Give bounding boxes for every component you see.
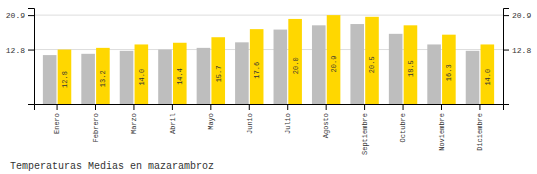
y-axis-line [28, 9, 35, 105]
y-tick-label: 20.9 [6, 11, 25, 20]
y-tick-line [28, 50, 34, 51]
data-label: 14.0 [138, 69, 146, 86]
bar [158, 50, 172, 104]
data-label: 15.7 [215, 66, 223, 83]
data-label: 14.4 [176, 68, 184, 85]
bar [211, 37, 225, 104]
data-label: 20.0 [292, 57, 300, 74]
x-tick-line [172, 104, 173, 110]
bar [481, 44, 495, 104]
data-label: 20.5 [368, 56, 376, 73]
y2-tick: 20.9 [503, 11, 531, 20]
x-tick-label: Noviembre [438, 113, 446, 151]
data-label: 13.2 [99, 70, 107, 87]
x-tick-line [95, 104, 96, 110]
x-tick-line [326, 104, 327, 110]
bar [442, 35, 456, 104]
bar [58, 50, 72, 104]
chart: 12.8 13.2 14.0 14.4 15.7 17.6 20.0 20.9 20.5 18.5… [0, 0, 537, 174]
bar [365, 17, 379, 104]
data-label: 20.9 [330, 56, 338, 73]
data-label: 16.3 [445, 64, 453, 81]
y2-axis-line [504, 9, 510, 105]
bar-series [43, 24, 479, 104]
data-label: 18.5 [407, 60, 415, 77]
bar [427, 44, 441, 104]
bar [96, 48, 110, 104]
y-axis: 12.8 20.9 [6, 9, 35, 105]
x-tick: Julio [284, 104, 292, 134]
bar [120, 51, 134, 104]
data-label: 17.6 [253, 62, 261, 79]
x-tick-line [403, 104, 404, 110]
x-tick-label: Octubre [399, 113, 407, 142]
x-tick-line [133, 104, 134, 110]
bar [173, 43, 187, 104]
x-tick: Marzo [130, 104, 138, 134]
x-tick: Febrero [92, 104, 100, 142]
x-tick: Junio [246, 104, 254, 134]
x-tick-label: Enero [53, 113, 61, 134]
bar [312, 25, 326, 104]
x-tick-label: Abril [169, 113, 177, 134]
data-label: 12.8 [61, 71, 69, 88]
bar [135, 44, 149, 104]
y2-tick: 12.8 [503, 46, 531, 55]
x-tick-line [479, 104, 480, 110]
x-tick-line [210, 104, 211, 110]
bar [350, 24, 364, 104]
bar [404, 25, 418, 104]
grid [34, 15, 503, 49]
y-tick: 20.9 [6, 11, 34, 20]
x-tick: Enero [53, 104, 61, 134]
x-tick: Mayo [207, 104, 215, 130]
y2-tick-label: 20.9 [512, 11, 531, 20]
x-tick: Abril [169, 104, 177, 134]
bar [197, 48, 211, 104]
plot: 12.8 13.2 14.0 14.4 15.7 17.6 20.0 20.9 20.5 18.5… [6, 9, 532, 156]
x-tick-label: Mayo [207, 113, 215, 130]
x-tick-line [249, 104, 250, 110]
x-axis-line [35, 105, 504, 111]
x-axis: Enero Febrero Marzo Abril Mayo Junio Julio Agos… [35, 104, 504, 155]
x-tick-label: Agosto [322, 113, 330, 138]
bar [274, 30, 288, 104]
data-labels: 12.8 13.2 14.0 14.4 15.7 17.6 20.0 20.9 20.5 18.5… [61, 56, 492, 88]
x-tick: Septiembre [361, 104, 369, 155]
y2-tick-line [503, 50, 509, 51]
x-tick: Octubre [399, 104, 407, 142]
x-tick-line [287, 104, 288, 110]
bar [81, 54, 95, 104]
x-tick-label: Febrero [92, 113, 100, 142]
bars [43, 15, 494, 104]
y-tick: 12.8 [6, 46, 34, 55]
y2-tick-line [503, 15, 509, 16]
y2-axis: 12.8 20.9 [503, 9, 531, 105]
x-tick: Diciembre [476, 104, 484, 151]
title: Temperaturas Medias en mazarambroz [10, 161, 214, 172]
x-tick-label: Julio [284, 113, 292, 134]
bar [43, 55, 57, 104]
x-tick: Agosto [322, 104, 330, 138]
bar [327, 15, 341, 104]
grid-line [34, 15, 503, 16]
data-label: 14.0 [484, 69, 492, 86]
y2-tick-label: 12.8 [512, 46, 531, 55]
bar [235, 42, 249, 104]
x-tick-label: Junio [246, 113, 254, 134]
x-tick-label: Diciembre [476, 113, 484, 151]
x-tick-line [441, 104, 442, 110]
y-tick-label: 12.8 [6, 46, 25, 55]
bar [466, 51, 480, 104]
x-tick-line [57, 104, 58, 110]
bar [250, 29, 264, 104]
x-tick: Noviembre [438, 104, 446, 151]
y-tick-line [28, 15, 34, 16]
x-tick-label: Marzo [130, 113, 138, 134]
bar [288, 19, 302, 104]
bar-series [58, 15, 494, 104]
x-tick-label: Septiembre [361, 113, 369, 155]
bar [389, 34, 403, 104]
x-tick-line [364, 104, 365, 110]
